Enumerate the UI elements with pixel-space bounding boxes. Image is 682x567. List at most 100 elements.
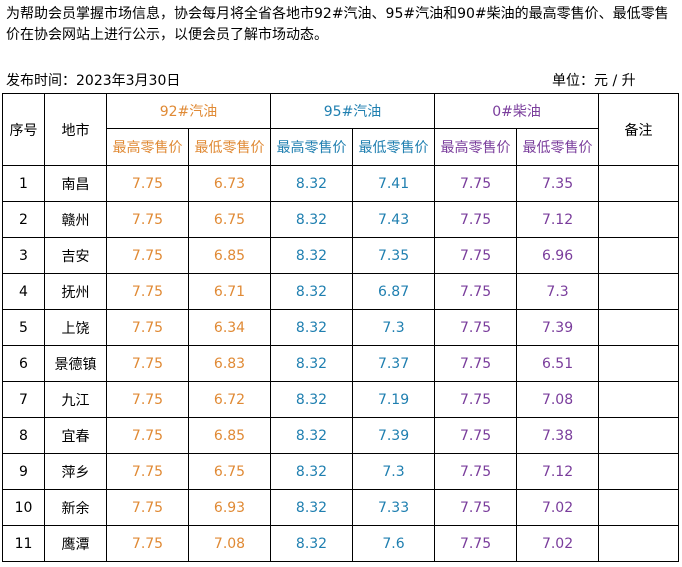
cell-95-max: 8.32 bbox=[270, 309, 354, 346]
cell-remark bbox=[598, 237, 680, 274]
table-row: 2 赣州 7.75 6.75 8.32 7.43 7.75 7.12 bbox=[2, 201, 680, 238]
cell-city: 吉安 bbox=[44, 237, 107, 274]
cell-92-max: 7.75 bbox=[106, 525, 189, 562]
publish-date: 发布时间：2023年3月30日 bbox=[6, 73, 181, 89]
cell-92-min: 6.75 bbox=[187, 201, 272, 238]
cell-0-max: 7.75 bbox=[434, 165, 518, 202]
cell-95-min: 7.19 bbox=[352, 381, 436, 418]
cell-city: 抚州 bbox=[44, 273, 107, 310]
cell-95-max: 8.32 bbox=[270, 273, 354, 310]
intro-text: 为帮助会员掌握市场信息，协会每月将全省各地市92#汽油、95#汽油和90#柴油的… bbox=[6, 6, 669, 43]
header-seq: 序号 bbox=[2, 93, 45, 166]
cell-95-min: 7.33 bbox=[352, 489, 436, 526]
header-diesel-0: 0#柴油 bbox=[434, 93, 600, 129]
cell-remark bbox=[598, 417, 680, 454]
cell-city: 上饶 bbox=[44, 309, 107, 346]
header-remark: 备注 bbox=[598, 93, 680, 166]
cell-95-min: 7.3 bbox=[352, 453, 436, 490]
cell-95-max: 8.32 bbox=[270, 489, 354, 526]
cell-city: 赣州 bbox=[44, 201, 107, 238]
cell-city: 萍乡 bbox=[44, 453, 107, 490]
price-table: 序号 地市 92#汽油 95#汽油 0#柴油 备注 最高零售价 最低零售价 最高… bbox=[2, 93, 680, 562]
cell-92-max: 7.75 bbox=[106, 201, 189, 238]
cell-92-min: 6.72 bbox=[187, 381, 272, 418]
table-row: 3 吉安 7.75 6.85 8.32 7.35 7.75 6.96 bbox=[2, 237, 680, 274]
cell-seq: 6 bbox=[2, 345, 45, 382]
cell-92-min: 6.71 bbox=[187, 273, 272, 310]
cell-92-min: 6.85 bbox=[187, 237, 272, 274]
cell-0-min: 6.96 bbox=[516, 237, 600, 274]
cell-95-max: 8.32 bbox=[270, 453, 354, 490]
header-city: 地市 bbox=[44, 93, 107, 166]
cell-remark bbox=[598, 201, 680, 238]
cell-92-min: 6.83 bbox=[187, 345, 272, 382]
cell-city: 新余 bbox=[44, 489, 107, 526]
cell-0-max: 7.75 bbox=[434, 417, 518, 454]
cell-95-max: 8.32 bbox=[270, 417, 354, 454]
cell-seq: 1 bbox=[2, 165, 45, 202]
header-0-max: 最高零售价 bbox=[434, 128, 518, 166]
cell-92-max: 7.75 bbox=[106, 165, 189, 202]
cell-0-max: 7.75 bbox=[434, 309, 518, 346]
cell-92-min: 6.75 bbox=[187, 453, 272, 490]
cell-92-max: 7.75 bbox=[106, 417, 189, 454]
cell-0-max: 7.75 bbox=[434, 489, 518, 526]
cell-city: 南昌 bbox=[44, 165, 107, 202]
cell-remark bbox=[598, 273, 680, 310]
cell-city: 宜春 bbox=[44, 417, 107, 454]
cell-92-max: 7.75 bbox=[106, 309, 189, 346]
cell-92-max: 7.75 bbox=[106, 489, 189, 526]
cell-seq: 2 bbox=[2, 201, 45, 238]
cell-0-min: 7.12 bbox=[516, 453, 600, 490]
cell-92-max: 7.75 bbox=[106, 345, 189, 382]
cell-remark bbox=[598, 453, 680, 490]
cell-95-min: 7.35 bbox=[352, 237, 436, 274]
cell-92-max: 7.75 bbox=[106, 237, 189, 274]
cell-seq: 5 bbox=[2, 309, 45, 346]
cell-95-min: 7.6 bbox=[352, 525, 436, 562]
cell-seq: 11 bbox=[2, 525, 45, 562]
header-0-min: 最低零售价 bbox=[516, 128, 600, 166]
cell-0-max: 7.75 bbox=[434, 345, 518, 382]
table-row: 9 萍乡 7.75 6.75 8.32 7.3 7.75 7.12 bbox=[2, 453, 680, 490]
cell-city: 鹰潭 bbox=[44, 525, 107, 562]
cell-0-min: 7.35 bbox=[516, 165, 600, 202]
cell-0-min: 7.3 bbox=[516, 273, 600, 310]
cell-92-max: 7.75 bbox=[106, 453, 189, 490]
cell-remark bbox=[598, 309, 680, 346]
cell-0-max: 7.75 bbox=[434, 381, 518, 418]
cell-92-min: 7.08 bbox=[187, 525, 272, 562]
cell-0-min: 7.12 bbox=[516, 201, 600, 238]
table-row: 1 南昌 7.75 6.73 8.32 7.41 7.75 7.35 bbox=[2, 165, 680, 202]
cell-95-min: 7.43 bbox=[352, 201, 436, 238]
cell-seq: 3 bbox=[2, 237, 45, 274]
cell-92-max: 7.75 bbox=[106, 273, 189, 310]
cell-95-max: 8.32 bbox=[270, 525, 354, 562]
cell-92-min: 6.85 bbox=[187, 417, 272, 454]
unit-label: 单位：元 / 升 bbox=[552, 73, 636, 89]
cell-seq: 10 bbox=[2, 489, 45, 526]
cell-seq: 4 bbox=[2, 273, 45, 310]
cell-92-min: 6.73 bbox=[187, 165, 272, 202]
cell-remark bbox=[598, 525, 680, 562]
cell-0-min: 7.02 bbox=[516, 489, 600, 526]
table-row: 8 宜春 7.75 6.85 8.32 7.39 7.75 7.38 bbox=[2, 417, 680, 454]
table-row: 5 上饶 7.75 6.34 8.32 7.3 7.75 7.39 bbox=[2, 309, 680, 346]
cell-seq: 9 bbox=[2, 453, 45, 490]
cell-0-min: 7.39 bbox=[516, 309, 600, 346]
cell-95-max: 8.32 bbox=[270, 201, 354, 238]
cell-remark bbox=[598, 381, 680, 418]
cell-seq: 7 bbox=[2, 381, 45, 418]
header-92-max: 最高零售价 bbox=[106, 128, 189, 166]
cell-92-min: 6.93 bbox=[187, 489, 272, 526]
cell-92-min: 6.34 bbox=[187, 309, 272, 346]
cell-city: 九江 bbox=[44, 381, 107, 418]
cell-0-max: 7.75 bbox=[434, 201, 518, 238]
cell-95-min: 7.3 bbox=[352, 309, 436, 346]
cell-95-max: 8.32 bbox=[270, 381, 354, 418]
table-row: 10 新余 7.75 6.93 8.32 7.33 7.75 7.02 bbox=[2, 489, 680, 526]
cell-92-max: 7.75 bbox=[106, 381, 189, 418]
header-95-min: 最低零售价 bbox=[352, 128, 436, 166]
cell-0-max: 7.75 bbox=[434, 525, 518, 562]
table-row: 6 景德镇 7.75 6.83 8.32 7.37 7.75 6.51 bbox=[2, 345, 680, 382]
